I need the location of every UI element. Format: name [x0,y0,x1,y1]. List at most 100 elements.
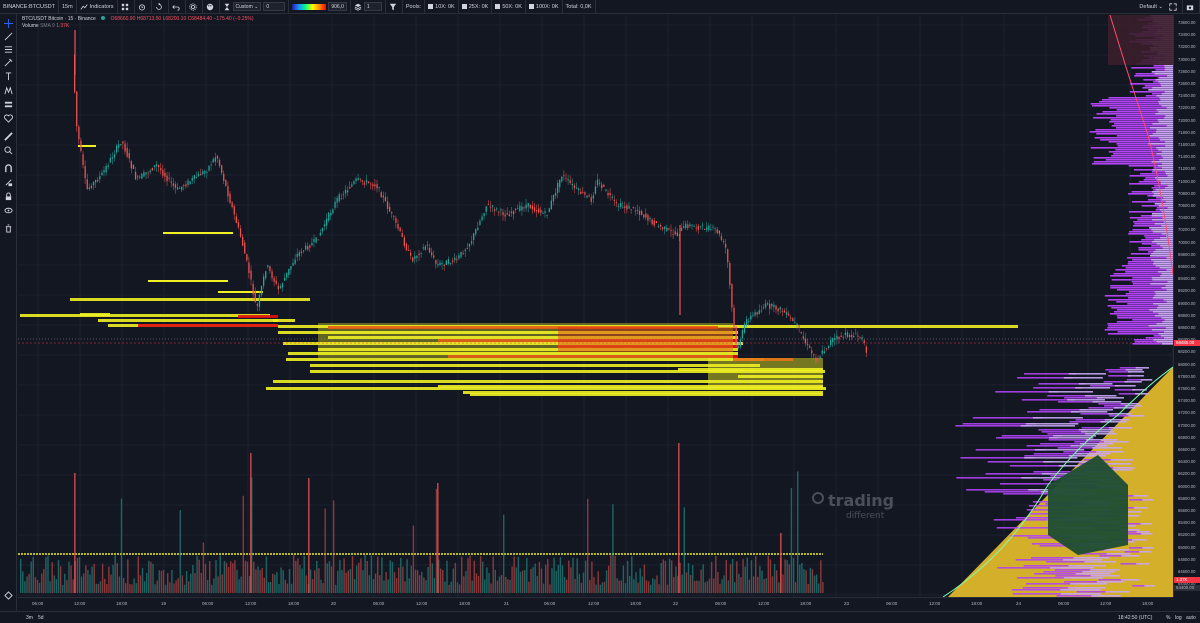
profile-bar [1164,337,1173,339]
templates-button[interactable] [118,0,135,14]
pencil-lock-icon[interactable] [4,178,13,187]
alert-button[interactable] [135,0,152,14]
layout-button[interactable]: Default ⌄ [1139,3,1163,10]
lock-icon[interactable] [4,192,13,201]
zoom-icon[interactable] [4,146,13,155]
theme-button[interactable] [203,0,220,14]
pool-10x[interactable]: 10X: 0K [425,0,459,14]
candle-body [773,304,775,308]
volume-bar [442,570,444,593]
pool-100x[interactable]: 100X: 0K [526,0,563,14]
candle-body [792,318,794,322]
text-icon[interactable] [4,72,13,81]
price-axis[interactable]: 73600.00 73400.00 73200.00 73000.00 72800.00… [1173,15,1200,597]
candle-body [336,197,338,203]
pool-50x[interactable]: 50X: 0K [492,0,526,14]
volume-bar [328,561,331,593]
prediction-icon[interactable] [4,100,13,109]
replay-button[interactable] [152,0,169,14]
volume-bar [731,559,734,593]
color-gradient[interactable] [292,3,327,10]
volume-bar [335,584,337,593]
indicators-button[interactable]: Indicators [77,0,118,14]
candle-body [609,192,611,196]
candle-body [454,257,456,261]
custom-select[interactable]: Custom ⌄ [232,2,262,11]
layers-control[interactable]: 1 [351,0,386,14]
candle-body [473,233,475,241]
profile-bar [1095,129,1173,131]
candle-body [785,312,788,315]
heatmap-control[interactable]: 906,0 [289,0,351,14]
volume-bar [597,571,599,593]
candle-body [722,241,725,242]
ruler-icon[interactable] [4,132,13,141]
auto-toggle[interactable]: auto [1186,615,1196,621]
snapshot-button[interactable] [1183,0,1200,14]
count-input[interactable]: 1 [363,2,382,11]
liquidation-band [470,393,823,396]
volume-bar [427,567,429,593]
range-5d[interactable]: 5d [38,615,44,621]
profile-bar [1166,269,1173,271]
eye-icon[interactable] [4,206,13,215]
pool-25x[interactable]: 25X: 0K [459,0,493,14]
log-toggle[interactable]: log [1175,615,1182,621]
filter-button[interactable] [386,0,403,14]
profile-bar [1132,343,1173,345]
undo-button[interactable] [169,0,186,14]
profile-bar [1154,291,1173,293]
checkbox-icon[interactable] [428,4,434,9]
candle-body [659,224,662,227]
candle-body [578,188,580,190]
candle-body [508,214,510,217]
object-tree-icon[interactable] [4,591,13,600]
checkbox-icon[interactable] [495,4,501,9]
profile-bar [1104,329,1173,331]
settings-button[interactable] [186,0,203,14]
crosshair-icon[interactable] [4,19,13,28]
percent-toggle[interactable]: % [1166,615,1171,621]
fullscreen-button[interactable] [1166,0,1183,14]
profile-bar [1167,175,1173,177]
magnet-icon[interactable] [4,164,13,173]
time-axis-label: 06:00 [202,601,214,606]
profile-bar [1109,313,1173,315]
range-3m[interactable]: 3m [26,615,33,621]
pattern-icon[interactable] [4,86,13,95]
volume-bar [30,561,32,593]
volume-bar [353,579,356,593]
volume-bar [38,582,41,593]
candle-body [246,254,248,261]
candle-body [540,209,542,213]
trash-icon[interactable] [4,224,13,233]
profile-bar [1164,319,1173,321]
candle-body [107,165,109,167]
price-chart[interactable] [18,15,1173,597]
checkbox-icon[interactable] [461,4,467,9]
candle-body [189,181,191,184]
timer-control[interactable]: Custom ⌄ 0 [220,0,290,14]
time-axis[interactable]: 06:00 12:00 18:00 19 06:00 12:00 18:00 20 06:00 1… [18,597,1173,609]
fib-icon[interactable] [4,45,13,54]
checkbox-icon[interactable] [528,4,534,9]
volume-bar [200,572,202,593]
volume-bar [488,572,490,593]
volume-bar [479,556,482,593]
custom-value-input[interactable]: 0 [263,2,286,11]
profile-bar [1034,449,1085,451]
time-axis-label: 18:00 [116,601,128,606]
gradient-value-input[interactable]: 906,0 [328,2,347,11]
heart-icon[interactable] [4,114,13,123]
interval-button[interactable]: 15m [59,0,77,14]
profile-bar [1105,159,1173,161]
brush-icon[interactable] [4,58,13,67]
profile-bar [1133,225,1173,227]
liquidation-band [20,314,270,317]
profile-bar [1129,175,1173,177]
volume-bar [133,578,135,593]
profile-bar [1010,535,1068,537]
symbol-search[interactable]: BINANCE:BTCUSDT [0,0,59,14]
trend-line-icon[interactable] [4,32,13,41]
volume-bar [261,568,263,593]
